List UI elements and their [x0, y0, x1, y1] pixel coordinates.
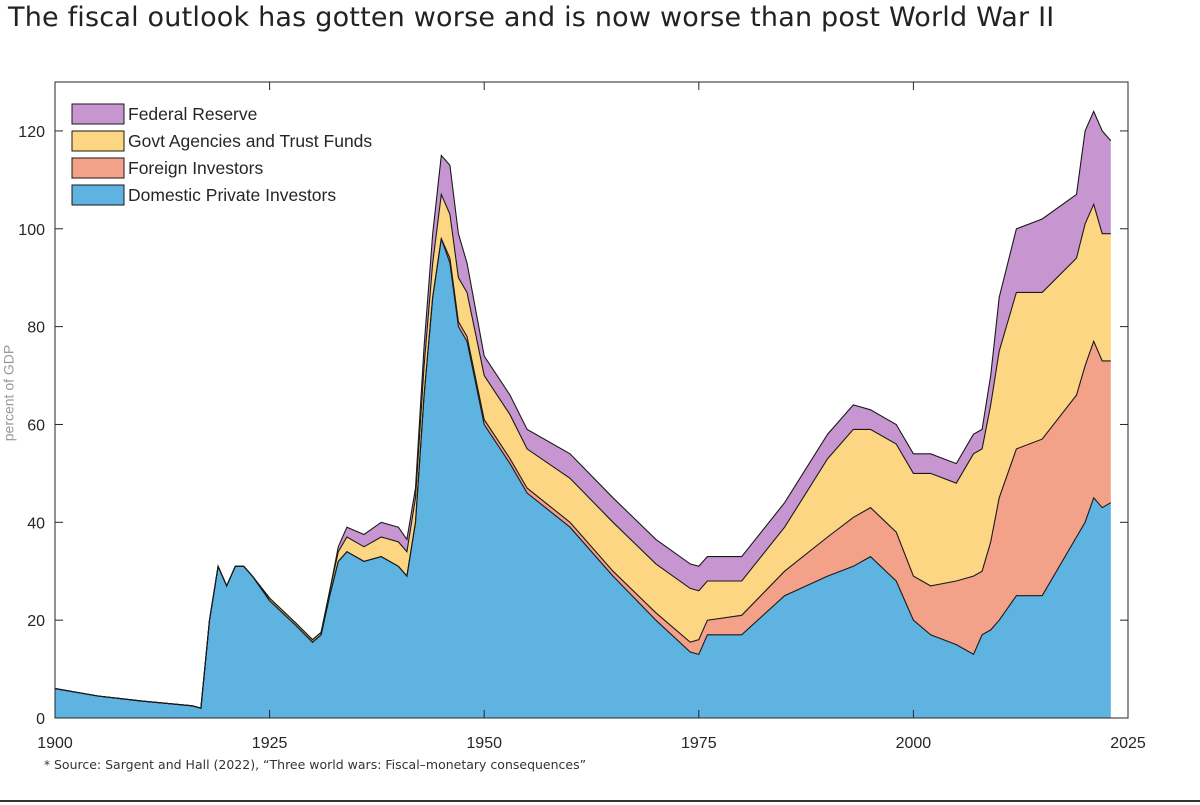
- x-tick-label: 1975: [681, 735, 717, 752]
- source-footnote: * Source: Sargent and Hall (2022), “Three…: [44, 757, 586, 772]
- legend-swatch-federal-reserve: [71, 103, 125, 125]
- legend-label-federal-reserve: Federal Reserve: [128, 104, 257, 124]
- y-tick-label: 100: [18, 222, 45, 239]
- y-tick-label: 0: [36, 711, 45, 728]
- x-tick-label: 1900: [37, 735, 73, 752]
- y-tick-label: 60: [27, 417, 45, 434]
- y-axis: 0 20 40 60 80 100 120: [18, 124, 1128, 728]
- y-tick-label: 20: [27, 613, 45, 630]
- area-domestic-private-investors: [55, 238, 1111, 718]
- x-tick-label: 1925: [252, 735, 288, 752]
- area-govt-agencies-and-trust-funds: [55, 194, 1111, 709]
- area-layers: [55, 111, 1111, 718]
- legend: Federal Reserve Govt Agencies and Trust F…: [67, 99, 429, 215]
- legend-label-domestic-private-investors: Domestic Private Investors: [128, 185, 336, 205]
- slide-title: The fiscal outlook has gotten worse and …: [8, 2, 1055, 33]
- legend-box: [67, 99, 429, 215]
- legend-swatch-domestic-private-investors: [71, 184, 125, 206]
- x-tick-label: 2000: [896, 735, 932, 752]
- footnote-marker: *: [44, 758, 50, 772]
- x-axis: 1900 1925 1950 1975 2000 2025: [37, 82, 1146, 752]
- area-outlines: [54, 110, 1112, 709]
- legend-swatch-foreign-investors: [71, 157, 125, 179]
- x-tick-label: 2025: [1110, 735, 1146, 752]
- outline-federal-reserve: [54, 110, 1112, 709]
- legend-label-foreign-investors: Foreign Investors: [128, 158, 263, 178]
- x-tick-label: 1950: [466, 735, 502, 752]
- y-tick-label: 40: [27, 515, 45, 532]
- footnote-text: Source: Sargent and Hall (2022), “Three …: [54, 757, 587, 772]
- y-tick-label: 80: [27, 320, 45, 337]
- legend-label-govt-agencies-and-trust-funds: Govt Agencies and Trust Funds: [128, 131, 372, 151]
- plot-frame: [54, 81, 1129, 719]
- bottom-rule: [0, 800, 1200, 802]
- y-tick-label: 120: [18, 124, 45, 141]
- legend-swatch-govt-agencies-and-trust-funds: [71, 130, 125, 152]
